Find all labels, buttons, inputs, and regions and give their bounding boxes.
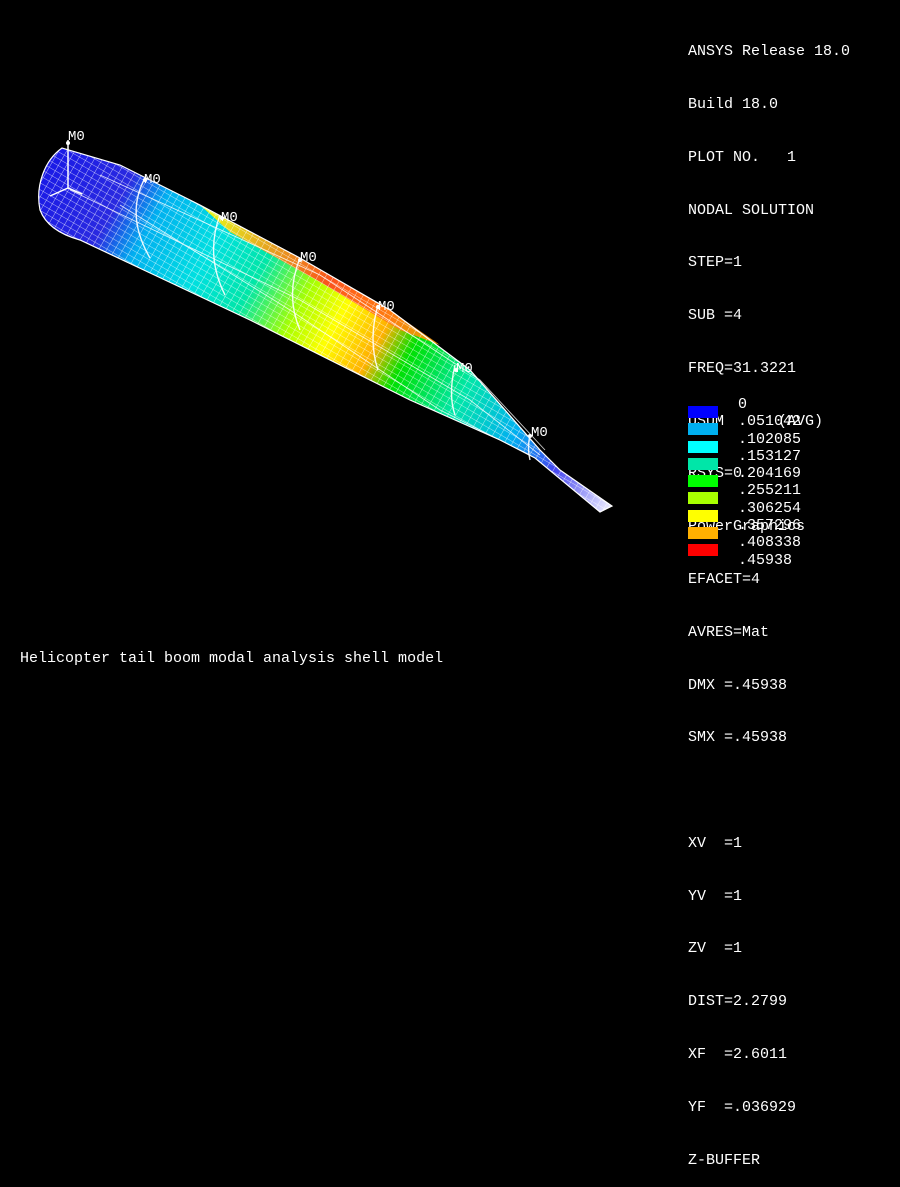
marker-label: M0 bbox=[531, 425, 548, 441]
mode-markers: M0 M0 M0 M0 M0 M0 M0 bbox=[66, 129, 548, 441]
info-line-smx: SMX =.45938 bbox=[688, 729, 788, 747]
info-line-step: STEP=1 bbox=[688, 254, 743, 272]
legend-swatch bbox=[688, 457, 718, 470]
info-line-dmx: DMX =.45938 bbox=[688, 676, 788, 694]
legend-label: .408338 bbox=[738, 534, 802, 552]
view-line-yv: YV =1 bbox=[688, 887, 743, 905]
legend-swatch bbox=[688, 544, 718, 557]
info-line-plot-no: PLOT NO. 1 bbox=[688, 148, 797, 166]
marker-7: M0 bbox=[528, 425, 548, 441]
legend-swatch bbox=[688, 509, 718, 522]
marker-label: M0 bbox=[378, 299, 395, 315]
legend-swatch bbox=[688, 423, 718, 436]
legend-label: .306254 bbox=[738, 499, 802, 517]
legend-swatch bbox=[688, 527, 718, 540]
legend-label: .204169 bbox=[738, 465, 802, 483]
legend-label: .051042 bbox=[738, 413, 802, 431]
info-line-release: ANSYS Release 18.0 bbox=[688, 43, 851, 61]
view-line-zv: ZV =1 bbox=[688, 940, 743, 958]
legend-label: .102085 bbox=[738, 430, 802, 448]
view-line-xf: XF =2.6011 bbox=[688, 1046, 788, 1064]
marker-3: M0 bbox=[220, 210, 238, 226]
legend-swatch bbox=[688, 440, 718, 453]
marker-label: M0 bbox=[300, 250, 317, 266]
legend-max-label: .45938 bbox=[738, 551, 793, 569]
marker-5: M0 bbox=[376, 299, 395, 315]
legend-label: 0 bbox=[738, 396, 748, 413]
boom-frames bbox=[135, 177, 531, 461]
info-line-efacet: EFACET=4 bbox=[688, 571, 761, 588]
view-line-zbuffer: Z-BUFFER bbox=[688, 1151, 761, 1169]
marker-label: M0 bbox=[68, 129, 85, 145]
boom-mesh bbox=[38, 148, 612, 512]
info-line-build: Build 18.0 bbox=[688, 95, 779, 113]
model-viewport[interactable]: M0 M0 M0 M0 M0 M0 M0 bbox=[0, 0, 900, 677]
legend-swatch bbox=[688, 406, 718, 418]
solution-info-panel: ANSYS Release 18.0 Build 18.0 PLOT NO. 1… bbox=[688, 8, 850, 1187]
marker-2: M0 bbox=[143, 172, 161, 188]
boom-stringers bbox=[69, 174, 546, 456]
view-line-dist: DIST=2.2799 bbox=[688, 993, 788, 1011]
marker-4: M0 bbox=[298, 250, 317, 266]
marker-6: M0 bbox=[454, 361, 473, 377]
marker-label: M0 bbox=[456, 361, 473, 377]
axis-triad-icon bbox=[49, 140, 83, 197]
info-line-sub: SUB =4 bbox=[688, 307, 743, 325]
legend-label: .357296 bbox=[738, 517, 802, 535]
tail-boom-model bbox=[38, 140, 614, 513]
legend-swatch bbox=[688, 475, 718, 488]
marker-label: M0 bbox=[144, 172, 161, 188]
marker-1: M0 bbox=[66, 129, 85, 145]
marker-label: M0 bbox=[221, 210, 238, 226]
legend-swatch bbox=[688, 492, 718, 505]
plot-caption: Helicopter tail boom modal analysis shel… bbox=[20, 650, 444, 667]
view-line-yf: YF =.036929 bbox=[688, 1098, 797, 1116]
info-spacer bbox=[688, 782, 850, 800]
view-line-xv: XV =1 bbox=[688, 834, 743, 852]
legend-label: .255211 bbox=[738, 482, 802, 500]
info-line-solution-type: NODAL SOLUTION bbox=[688, 201, 815, 219]
info-line-freq: FREQ=31.3221 bbox=[688, 359, 797, 377]
legend-label: .153127 bbox=[738, 447, 802, 465]
info-line-avres: AVRES=Mat bbox=[688, 623, 770, 641]
